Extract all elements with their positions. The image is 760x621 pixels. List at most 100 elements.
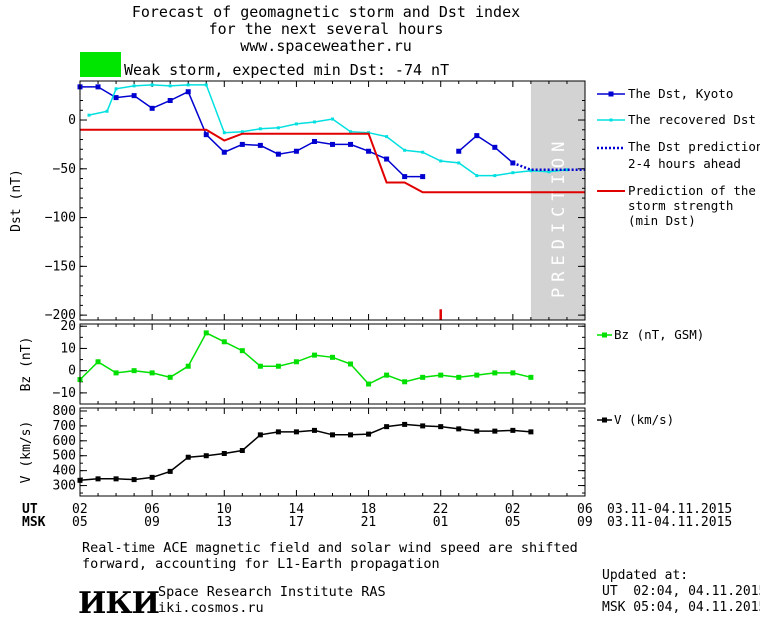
dst-kyoto-point [510, 160, 516, 166]
dst-recovered-point [421, 150, 425, 154]
dst-kyoto-line [458, 134, 514, 164]
ut-tick-label: 06 [577, 502, 593, 517]
dst-recovered-point [439, 159, 443, 163]
bz-panel: 20 10 0 −10 Bz (nT) [19, 319, 612, 405]
bz-point [492, 370, 498, 376]
prediction-label: PREDICTION [549, 136, 569, 298]
legend-dst-prediction-2: 2-4 hours ahead [628, 156, 741, 171]
institute-name: Space Research Institute RAS [158, 584, 386, 600]
y-tick-label: 10 [60, 341, 76, 356]
dst-kyoto-point [113, 95, 119, 101]
dst-kyoto-point [402, 174, 408, 180]
dst-recovered-point [105, 109, 109, 113]
msk-date-range: 03.11-04.11.2015 [607, 515, 733, 530]
legend-dst-recovered: The recovered Dst [628, 112, 756, 127]
site-url[interactable]: www.spaceweather.ru [240, 37, 412, 55]
dst-panel: PREDICTION 0 −50 −100 −150 −200 Dst (nT) [9, 80, 625, 323]
y-axis-label: V (km/s) [19, 421, 34, 484]
msk-tick-label: 13 [216, 515, 232, 530]
footnote-line1: Real-time ACE magnetic field and solar w… [82, 540, 578, 556]
bz-point [203, 330, 209, 336]
v-point [474, 428, 480, 434]
v-point [402, 421, 408, 427]
v-point [330, 432, 335, 438]
ut-tick-label: 02 [72, 502, 88, 517]
dst-recovered-point [294, 122, 298, 126]
bz-point [402, 379, 408, 385]
v-point [492, 428, 498, 434]
ut-tick-label: 14 [288, 502, 305, 517]
v-point [131, 477, 137, 483]
bz-point [348, 361, 354, 367]
v-point [510, 427, 516, 433]
chart-title-line1: Forecast of geomagnetic storm and Dst in… [131, 3, 521, 21]
dst-recovered-point [222, 131, 226, 135]
bz-point [456, 374, 462, 380]
bz-point [420, 374, 426, 380]
msk-tick-label: 09 [144, 515, 160, 530]
dst-kyoto-point [420, 174, 426, 180]
storm-forecast-label: Weak storm, expected min Dst: -74 nT [124, 61, 450, 79]
v-point [239, 448, 245, 454]
dst-recovered-point [168, 84, 172, 88]
v-point [438, 424, 444, 430]
v-point [366, 431, 372, 437]
dst-recovered-point [258, 127, 262, 131]
ut-tick-label: 10 [216, 502, 232, 517]
bz-point [167, 374, 173, 380]
dst-recovered-line [88, 84, 568, 177]
dst-kyoto-point [366, 148, 372, 154]
iki-logo: ИКИ [78, 586, 160, 621]
y-tick-label: −100 [45, 211, 76, 226]
dst-recovered-point [349, 130, 353, 134]
legend-bz: Bz (nT, GSM) [614, 327, 705, 342]
dst-kyoto-point [257, 142, 263, 148]
updated-msk: MSK 05:04, 04.11.2015 [602, 600, 760, 615]
dst-kyoto-point [456, 148, 462, 154]
plot-frame [79, 323, 586, 405]
dst-recovered-point [457, 161, 461, 165]
v-point [113, 476, 119, 482]
v-point [348, 432, 354, 438]
dst-kyoto-point [492, 144, 498, 150]
dst-recovered-point [493, 174, 497, 178]
dst-recovered-point [276, 126, 280, 130]
dst-recovered-point [385, 135, 389, 139]
dst-recovered-point [204, 83, 208, 87]
bz-point [474, 372, 480, 378]
bz-point [330, 354, 335, 360]
dst-recovered-point [240, 130, 244, 134]
v-point [149, 474, 155, 480]
prediction-region [530, 81, 585, 320]
dst-kyoto-point [203, 132, 209, 138]
legend-dst-kyoto: The Dst, Kyoto [628, 86, 734, 101]
updated-ut: UT 02:04, 04.11.2015 [602, 584, 760, 599]
dst-kyoto-point [185, 89, 191, 95]
ut-date-range: 03.11-04.11.2015 [607, 502, 733, 517]
legend-storm-strength-3: (min Dst) [628, 213, 696, 228]
y-tick-label: −200 [45, 308, 76, 323]
bz-point [239, 348, 245, 354]
dst-recovered-point [403, 148, 407, 152]
storm-level-indicator [80, 52, 121, 77]
bz-point [185, 363, 191, 369]
y-axis-label: Bz (nT) [19, 337, 34, 392]
bz-legend-marker [602, 332, 607, 338]
dst-recovered-point [529, 169, 533, 173]
footnote-line2: forward, accounting for L1-Earth propaga… [82, 556, 440, 572]
bz-point [510, 370, 516, 376]
dst-kyoto-line [80, 86, 423, 178]
dst-recovered-point [87, 113, 91, 117]
dst-kyoto-point [474, 133, 480, 139]
legend-dst-prediction-1: The Dst prediction [628, 139, 760, 154]
dst-kyoto-point [275, 151, 281, 157]
bz-point [311, 352, 317, 358]
institute-site[interactable]: iki.cosmos.ru [158, 600, 264, 616]
dst-recovered-point [186, 83, 190, 87]
bz-point [257, 363, 263, 369]
y-tick-label: 500 [53, 449, 76, 464]
legend-v: V (km/s) [614, 412, 675, 427]
y-tick-label: −150 [45, 259, 76, 274]
v-point [528, 429, 534, 435]
msk-tick-label: 17 [288, 515, 305, 530]
